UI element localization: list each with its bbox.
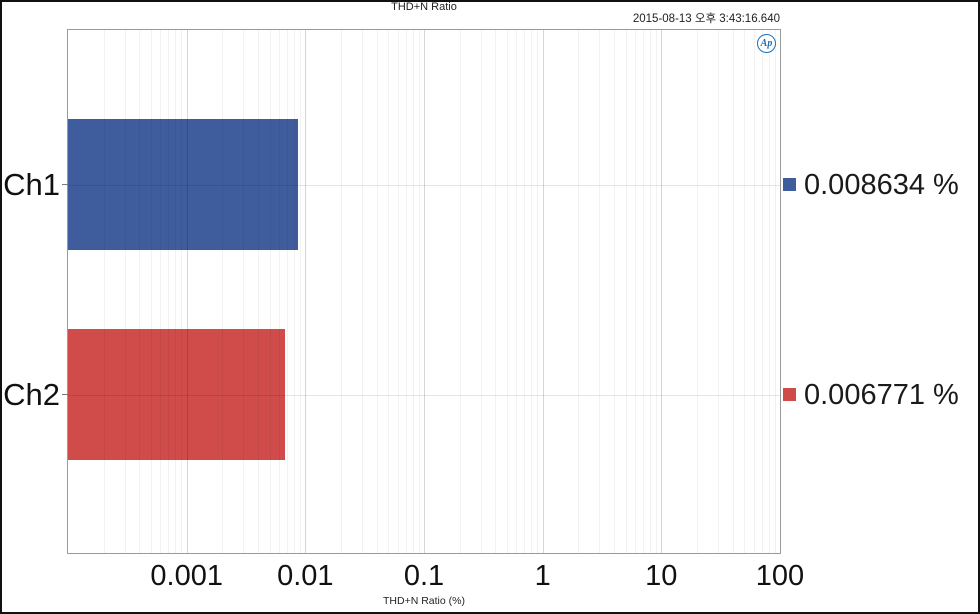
minor-gridline	[524, 30, 526, 553]
legend-marker-ch1	[783, 178, 796, 191]
minor-gridline	[124, 30, 126, 553]
minor-gridline	[774, 30, 776, 553]
minor-gridline	[697, 30, 699, 553]
minor-gridline	[649, 30, 651, 553]
ap-logo-icon: Ap	[757, 34, 776, 53]
minor-gridline	[243, 30, 245, 553]
minor-gridline	[625, 30, 627, 553]
minor-gridline	[516, 30, 518, 553]
minor-gridline	[258, 30, 260, 553]
minor-gridline	[388, 30, 390, 553]
minor-gridline	[293, 30, 295, 553]
minor-gridline	[599, 30, 601, 553]
timestamp: 2015-08-13 오후 3:43:16.640	[632, 13, 780, 25]
minor-gridline	[495, 30, 497, 553]
minor-gridline	[614, 30, 616, 553]
legend-marker-ch2	[783, 388, 796, 401]
channel-gridline	[68, 394, 780, 396]
minor-gridline	[397, 30, 399, 553]
x-axis-title: THD+N Ratio (%)	[383, 595, 465, 607]
minor-gridline	[768, 30, 770, 553]
minor-gridline	[222, 30, 224, 553]
x-tick-label: 0.01	[277, 560, 334, 592]
minor-gridline	[150, 30, 152, 553]
ap-logo: Ap	[757, 34, 776, 53]
minor-gridline	[744, 30, 746, 553]
minor-gridline	[635, 30, 636, 553]
value-label-ch1: 0.008634 %	[804, 168, 959, 201]
bar-ch2	[68, 329, 286, 460]
minor-gridline	[412, 30, 414, 553]
minor-gridline	[480, 30, 482, 553]
minor-gridline	[405, 30, 407, 553]
minor-gridline	[279, 30, 280, 553]
x-tick-label: 0.001	[150, 560, 223, 592]
minor-gridline	[175, 30, 177, 553]
minor-gridline	[753, 30, 755, 553]
category-label-ch2: Ch2	[3, 376, 60, 412]
minor-gridline	[537, 30, 539, 553]
minor-gridline	[506, 30, 508, 553]
channel-gridline	[68, 184, 780, 186]
minor-gridline	[642, 30, 644, 553]
minor-gridline	[269, 30, 271, 553]
major-gridline	[424, 30, 425, 553]
minor-gridline	[139, 30, 141, 553]
bar-ch1	[68, 119, 298, 250]
minor-gridline	[717, 30, 719, 553]
category-label-ch1: Ch1	[3, 166, 60, 202]
minor-gridline	[299, 30, 301, 553]
minor-gridline	[103, 30, 105, 553]
minor-gridline	[286, 30, 288, 553]
chart-title: THD+N Ratio	[391, 1, 457, 13]
major-gridline	[186, 30, 188, 553]
plot-area: Ap	[68, 30, 780, 553]
minor-gridline	[761, 30, 763, 553]
minor-gridline	[361, 30, 363, 553]
y-axis-tick	[62, 184, 68, 185]
minor-gridline	[578, 30, 580, 553]
major-gridline	[661, 30, 663, 553]
minor-gridline	[459, 30, 461, 553]
x-tick-label: 1	[534, 560, 551, 592]
minor-gridline	[531, 30, 533, 553]
minor-gridline	[160, 30, 162, 553]
minor-gridline	[732, 30, 734, 553]
minor-gridline	[376, 30, 378, 553]
x-tick-label: 100	[755, 560, 805, 592]
major-gridline	[542, 30, 544, 553]
x-tick-label: 0.1	[403, 560, 445, 592]
minor-gridline	[168, 30, 170, 553]
minor-gridline	[181, 30, 183, 553]
y-axis-tick	[62, 394, 68, 395]
major-gridline	[305, 30, 307, 553]
minor-gridline	[341, 30, 343, 553]
minor-gridline	[418, 30, 420, 553]
value-label-ch2: 0.006771 %	[804, 378, 959, 411]
x-tick-label: 10	[645, 560, 678, 592]
minor-gridline	[655, 30, 657, 553]
